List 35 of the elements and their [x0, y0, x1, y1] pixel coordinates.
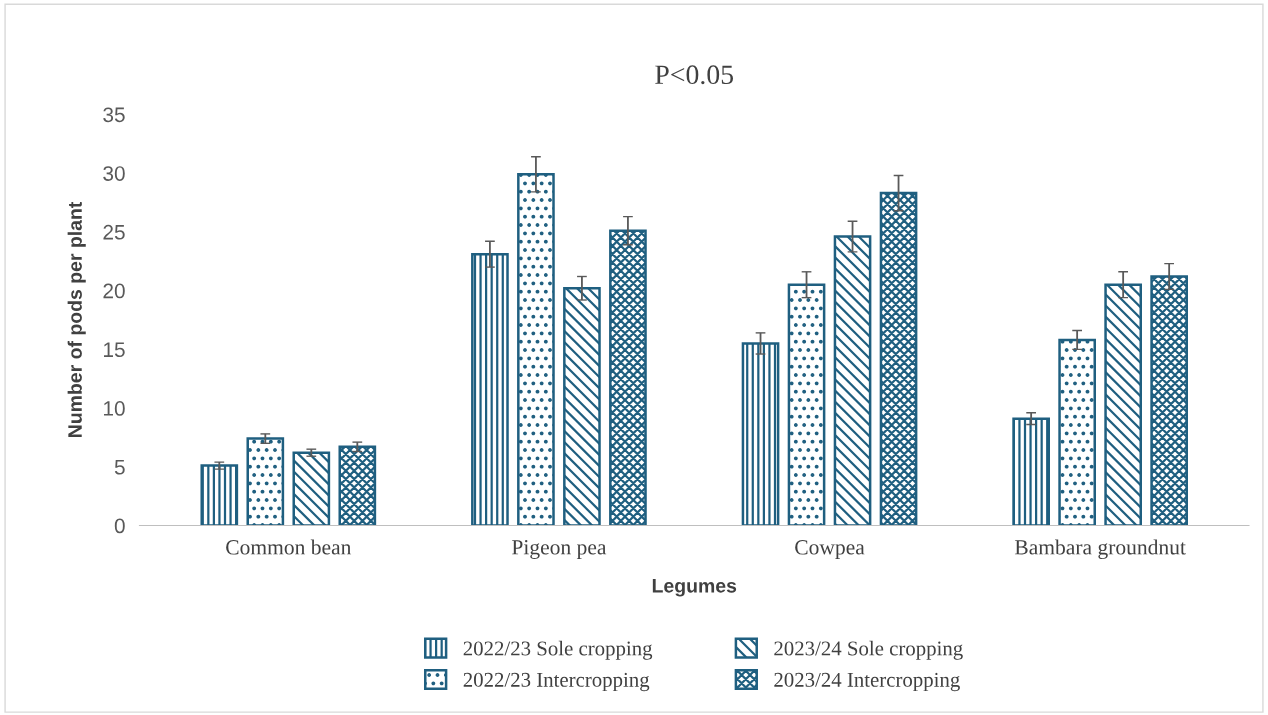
- x-tick-label: Pigeon pea: [512, 540, 607, 559]
- bar: [563, 287, 601, 526]
- bar: [879, 191, 918, 526]
- y-tick-label: 35: [103, 107, 125, 123]
- legend-label: 2022/23 Sole cropping: [463, 640, 653, 660]
- legend-label: 2023/24 Intercropping: [774, 672, 960, 692]
- x-tick-label: Common bean: [226, 539, 352, 555]
- y-tick-label: 20: [103, 283, 125, 299]
- bar: [292, 451, 331, 526]
- bar: [833, 235, 872, 526]
- legend-label: 2022/23 Intercropping: [463, 672, 650, 692]
- bar: [246, 437, 285, 526]
- y-tick-label: 25: [103, 224, 125, 240]
- bar: [200, 464, 239, 526]
- bar: [1104, 283, 1142, 526]
- y-tick-label: 5: [114, 460, 125, 475]
- bar: [1058, 338, 1096, 526]
- x-axis-title: Legumes: [652, 579, 737, 597]
- bar: [1012, 417, 1050, 526]
- y-axis-title: Number of pods per plant: [67, 201, 86, 437]
- y-tick-label: 15: [104, 342, 125, 358]
- x-tick-label: Bambara groundnut: [1014, 539, 1186, 559]
- legend-label: 2023/24 Sole cropping: [774, 640, 963, 660]
- bar: [741, 342, 780, 526]
- y-tick-label: 10: [104, 401, 125, 416]
- bar: [517, 173, 555, 526]
- bar: [338, 445, 377, 526]
- x-tick-label: Cowpea: [795, 540, 865, 559]
- chart-title: P<0.05: [655, 65, 734, 85]
- bar: [471, 252, 509, 526]
- y-tick-label: 0: [114, 518, 125, 534]
- bar: [787, 283, 826, 526]
- bar: [1150, 275, 1188, 526]
- bar: [609, 229, 647, 526]
- y-tick-label: 30: [103, 166, 125, 181]
